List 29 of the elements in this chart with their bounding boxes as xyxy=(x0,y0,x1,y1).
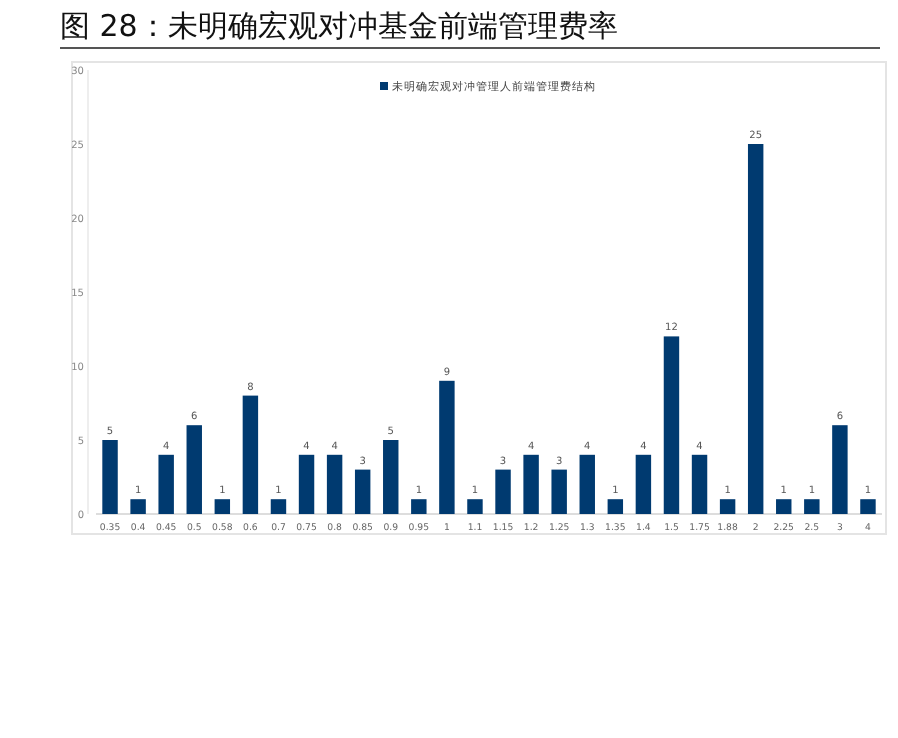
bar xyxy=(439,380,455,514)
bar xyxy=(495,469,511,514)
bar xyxy=(832,425,848,514)
bar xyxy=(214,499,231,514)
bar xyxy=(579,454,595,514)
bar xyxy=(635,454,652,514)
bar xyxy=(411,499,427,514)
bar xyxy=(383,440,399,514)
bar xyxy=(158,454,174,514)
bar xyxy=(860,499,876,514)
bar xyxy=(354,469,371,514)
bar xyxy=(691,454,708,514)
bar xyxy=(270,499,287,514)
bar xyxy=(719,499,736,514)
bar xyxy=(186,425,202,514)
bar xyxy=(776,499,792,514)
bar xyxy=(467,499,483,514)
bar xyxy=(607,499,624,514)
bar xyxy=(298,454,315,514)
bar xyxy=(523,454,539,514)
bar xyxy=(130,499,146,514)
bar xyxy=(663,336,680,514)
bar xyxy=(102,440,118,514)
bar xyxy=(326,454,343,514)
bar xyxy=(242,395,259,514)
bar xyxy=(747,144,764,514)
bar xyxy=(804,499,820,514)
bar xyxy=(551,469,567,514)
chart-title: 图 28：未明确宏观对冲基金前端管理费率 xyxy=(60,8,618,44)
